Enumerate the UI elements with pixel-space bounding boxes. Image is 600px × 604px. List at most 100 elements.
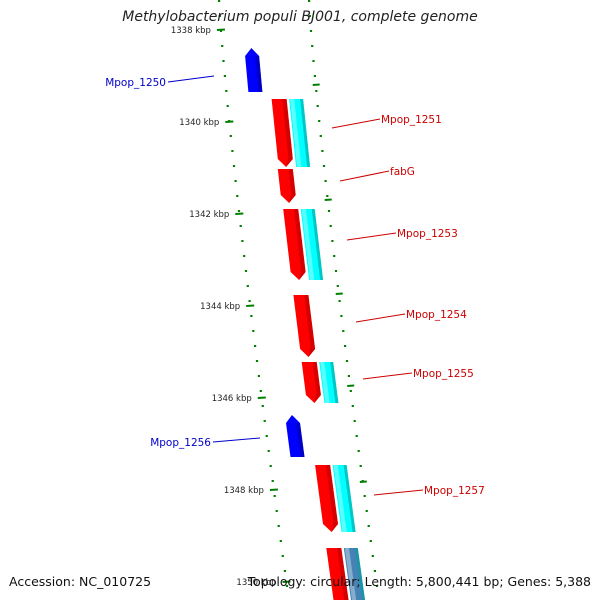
track-dot [271, 480, 274, 482]
track-dot [375, 585, 379, 587]
coordinate-label: 1340 kbp [179, 118, 219, 128]
track-dot [349, 390, 352, 392]
track-dot [255, 360, 259, 362]
track-dot [344, 345, 347, 347]
label-leader-line [373, 489, 424, 496]
coordinate-tick [257, 396, 266, 399]
cds-g1350-highlight [344, 548, 357, 604]
track-dot [285, 585, 289, 587]
track-dot [316, 105, 319, 107]
track-dot [234, 180, 237, 182]
track-dot [277, 525, 280, 527]
cds-mpop-1255-shade [330, 362, 339, 403]
cds-mpop-1255 [319, 362, 339, 403]
topology-label: Topology: circular; Length: 5,800,441 bp… [247, 574, 591, 589]
track-dot [357, 450, 360, 452]
cds-mpop-1257-highlight [333, 465, 347, 532]
gene-mpop-1257-shade [325, 465, 338, 532]
track-dot [232, 165, 236, 167]
gene-g1350 [326, 548, 349, 604]
track-dot [334, 270, 338, 272]
coordinate-label: 1346 kbp [212, 394, 252, 404]
track-dot [321, 150, 324, 152]
cds-mpop-1253 [300, 209, 324, 280]
cds-mpop-1253-shade [311, 209, 324, 280]
track-dot [367, 525, 370, 527]
coordinate-tick [282, 580, 291, 583]
coordinate-tick [225, 120, 234, 123]
track-dot [363, 495, 366, 497]
gene-mpop-1255-shade [312, 362, 321, 403]
track-dot [351, 405, 354, 407]
gene-mpop-1253-shade [294, 209, 306, 280]
track-tick [359, 480, 367, 483]
track-tick [312, 83, 320, 86]
track-dot [371, 555, 374, 557]
cds-g1350 [343, 548, 366, 604]
track-dot [243, 255, 246, 257]
track-dot [338, 300, 341, 302]
coordinate-label: 1338 kbp [171, 26, 211, 36]
track-dot [333, 255, 336, 257]
track-dot [331, 240, 334, 242]
track-dot [308, 0, 311, 2]
cds-mpop-1251 [289, 99, 311, 167]
gene-mpop-1256 [286, 415, 305, 457]
cds-g1350-body [343, 548, 366, 604]
cds-mpop-1255-highlight [320, 362, 330, 403]
track-dot [313, 75, 316, 77]
coordinate-label: 1342 kbp [189, 210, 229, 220]
track-dot [236, 195, 239, 197]
cds-mpop-1257-shade [343, 465, 356, 532]
track-dot [250, 315, 253, 317]
track-dot [315, 90, 318, 92]
coordinate-label: 1348 kbp [224, 486, 264, 496]
track-dot [244, 270, 248, 272]
track-dot [248, 300, 251, 302]
outer-dotted-track [308, 0, 379, 587]
cds-mpop-1251-highlight [290, 99, 302, 167]
track-dot [226, 105, 229, 107]
track-dot [218, 0, 221, 2]
gene-fabg [277, 169, 296, 203]
gene-label-mpop-1251: Mpop_1251 [381, 114, 442, 126]
track-dot [283, 570, 286, 572]
coordinate-label: 1344 kbp [200, 302, 240, 312]
label-leader-line [212, 437, 261, 443]
label-leader-line [355, 313, 406, 323]
track-dot [365, 510, 368, 512]
track-dot [342, 330, 345, 332]
track-tick [324, 198, 332, 201]
gene-label-mpop-1256: Mpop_1256 [150, 437, 211, 449]
track-dot [319, 135, 322, 137]
track-dot [329, 225, 332, 227]
track-dot [340, 315, 343, 317]
cds-mpop-1257-body [332, 465, 356, 532]
inner-dotted-track [218, 0, 289, 587]
cds-mpop-1253-highlight [301, 209, 315, 280]
gene-mpop-1251-shade [282, 99, 293, 167]
track-dot [309, 30, 313, 32]
label-leader-line [167, 75, 215, 83]
label-leader-line [339, 170, 390, 182]
track-dot [347, 375, 350, 377]
cds-mpop-1251-shade [300, 99, 311, 167]
track-dot [327, 210, 331, 212]
coordinate-tick [216, 28, 225, 31]
track-dot [237, 210, 241, 212]
track-dot [252, 330, 255, 332]
track-dot [229, 135, 232, 137]
track-dot [326, 195, 329, 197]
track-dot [279, 540, 282, 542]
track-dot [219, 30, 223, 32]
cds-g1350-shade [354, 548, 366, 604]
gene-mpop-1257 [315, 465, 338, 532]
gene-label-mpop-1250: Mpop_1250 [105, 77, 166, 89]
gene-label-fabg: fabG [390, 166, 415, 178]
track-dot [254, 345, 257, 347]
gene-mpop-1254-shade [304, 295, 316, 357]
gene-mpop-1253 [283, 209, 306, 280]
track-dot [267, 450, 270, 452]
